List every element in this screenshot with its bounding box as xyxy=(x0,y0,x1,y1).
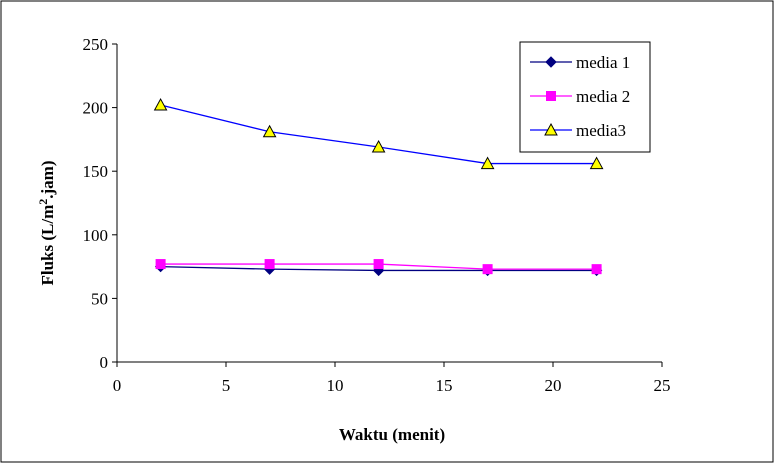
x-tick-label: 5 xyxy=(222,376,231,395)
data-point xyxy=(589,156,604,170)
data-point xyxy=(264,259,275,270)
axes: 0 50 100 150 200 250 0 5 10 15 20 25 xyxy=(83,35,671,395)
legend-item: media 2 xyxy=(530,87,630,106)
legend-item: media3 xyxy=(530,121,626,140)
series-2 xyxy=(155,259,602,275)
y-tick-label: 0 xyxy=(100,353,109,372)
legend-label: media 2 xyxy=(576,87,630,106)
data-point xyxy=(373,259,384,270)
x-tick-label: 25 xyxy=(654,376,671,395)
legend-marker xyxy=(544,122,558,136)
y-tick-label: 200 xyxy=(83,99,109,118)
x-axis-label: Waktu (menit) xyxy=(339,425,445,444)
series-3 xyxy=(153,98,604,170)
x-tick-label: 20 xyxy=(545,376,562,395)
x-tick-label: 15 xyxy=(436,376,453,395)
y-tick-label: 250 xyxy=(83,35,109,54)
data-point xyxy=(482,264,493,275)
y-tick-label: 50 xyxy=(91,289,108,308)
data-point xyxy=(591,264,602,275)
x-tick-label: 0 xyxy=(113,376,122,395)
y-tick-label: 150 xyxy=(83,162,109,181)
data-point xyxy=(371,139,386,153)
data-point xyxy=(153,98,168,111)
legend-label: media 1 xyxy=(576,53,630,72)
legend-item: media 1 xyxy=(530,53,630,72)
legend-marker xyxy=(546,91,556,101)
data-point xyxy=(262,124,277,138)
x-tick-label: 10 xyxy=(327,376,344,395)
y-axis-label-prefix: Fluks (L/m xyxy=(38,205,57,286)
legend: media 1 media 2 media3 xyxy=(519,41,651,153)
data-point xyxy=(480,156,495,170)
y-axis-label-suffix: .jam) xyxy=(38,160,57,198)
series-layer xyxy=(153,98,604,277)
legend-box xyxy=(519,41,651,153)
y-axis-label: Fluks (L/m2.jam) xyxy=(36,160,57,285)
legend-marker xyxy=(545,56,557,68)
y-tick-label: 100 xyxy=(83,226,109,245)
data-point xyxy=(155,259,166,270)
legend-label: media3 xyxy=(576,121,626,140)
y-axis-label-sup: 2 xyxy=(36,199,50,205)
